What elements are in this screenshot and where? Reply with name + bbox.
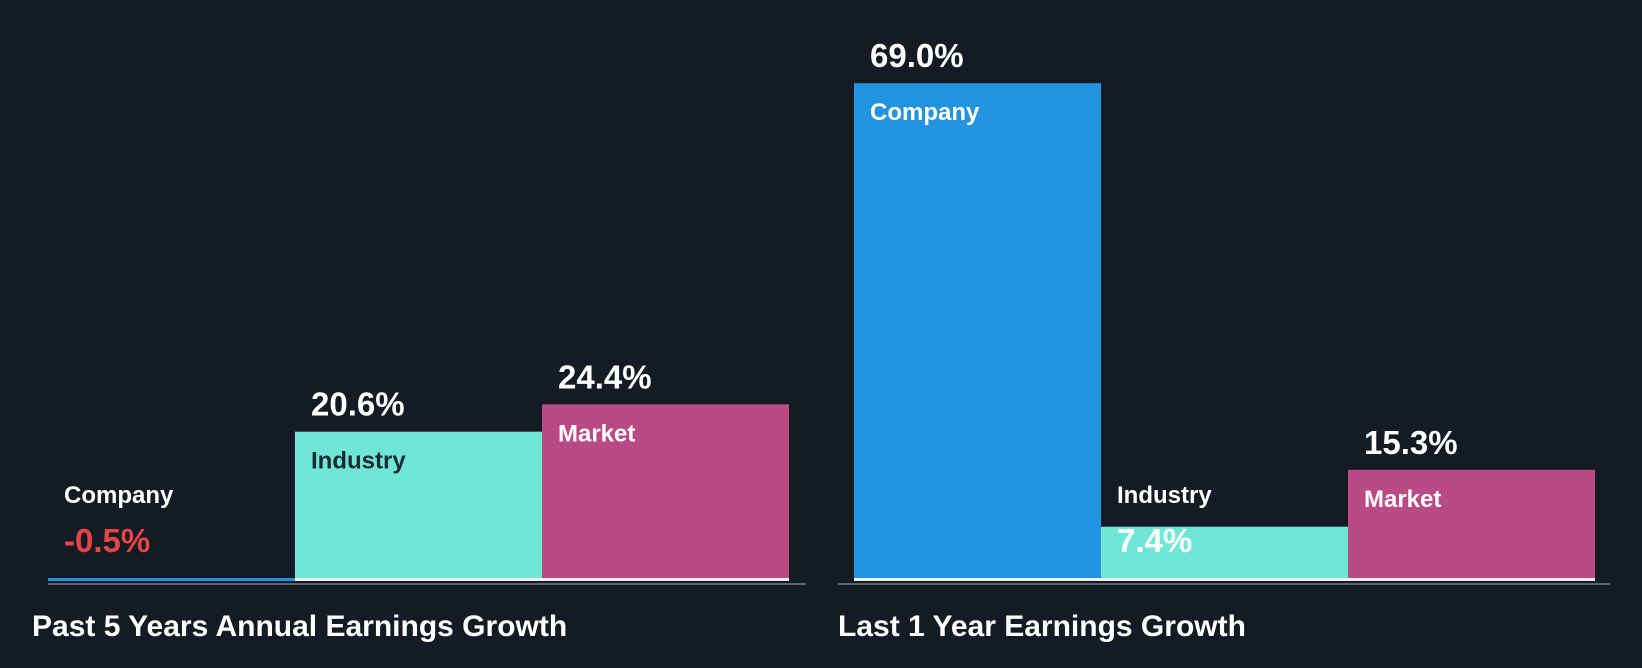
last-1-year-company-bar-cap: [854, 578, 1101, 581]
last-1-year-industry-value-label: 7.4%: [1117, 522, 1192, 559]
past-5-years-company-value-label: -0.5%: [64, 522, 150, 559]
last-1-year-market-value-label: 15.3%: [1364, 424, 1458, 461]
last-1-year-company-value-label: 69.0%: [870, 37, 964, 74]
last-1-year-market-bar-cap: [1348, 578, 1595, 581]
past-5-years-industry-bar-cap: [295, 578, 542, 581]
past-5-years-market-bar: [542, 404, 789, 580]
past-5-years-market-value-label: 24.4%: [558, 358, 652, 395]
past-5-years-industry-bar: [295, 431, 542, 580]
last-1-year-industry-category-label: Industry: [1117, 482, 1212, 509]
last-1-year-panel: 69.0% Company 7.4% Industry 15.3% Market Last…: [838, 37, 1610, 643]
past-5-years-market-bar-cap: [542, 578, 789, 581]
past-5-years-industry-category-label: Industry: [311, 448, 406, 475]
last-1-year-industry-bar: [1101, 526, 1348, 580]
past-5-years-panel: -0.5% Company 20.6% Industry 24.4% Market Pas…: [32, 358, 806, 643]
past-5-years-company-bar-cap: [48, 578, 295, 581]
past-5-years-company-category-label: Company: [64, 482, 174, 509]
past-5-years-title: Past 5 Years Annual Earnings Growth: [32, 610, 567, 643]
last-1-year-company-bar: [854, 83, 1101, 580]
past-5-years-industry-value-label: 20.6%: [311, 386, 405, 423]
last-1-year-title: Last 1 Year Earnings Growth: [838, 610, 1246, 643]
last-1-year-market-bar: [1348, 469, 1595, 580]
last-1-year-market-category-label: Market: [1364, 486, 1441, 513]
last-1-year-industry-bar-cap: [1101, 578, 1348, 581]
last-1-year-company-category-label: Company: [870, 99, 980, 126]
past-5-years-market-category-label: Market: [558, 420, 635, 447]
